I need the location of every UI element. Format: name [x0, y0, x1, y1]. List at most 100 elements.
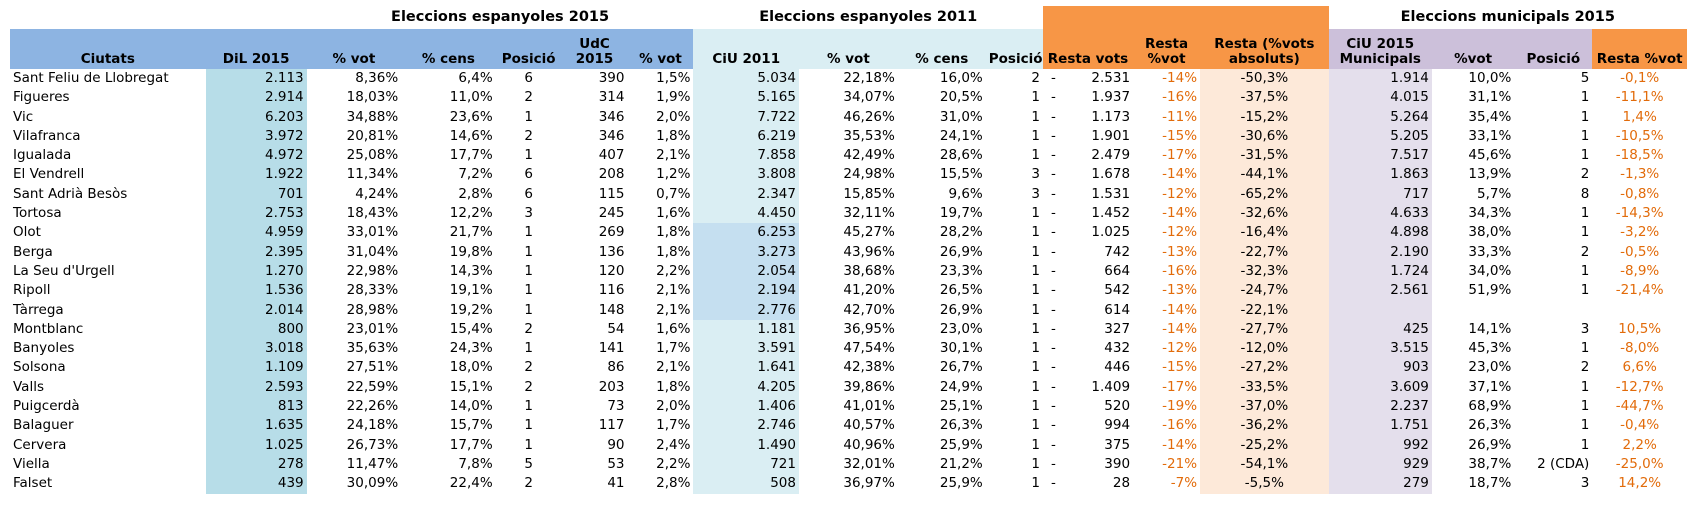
resta-vots: 520 [1104, 398, 1131, 415]
dil-pct-cens: 7,8% [458, 455, 493, 472]
ciu2011-pct-cens: 28,6% [939, 147, 983, 164]
resta-sign: - [1050, 301, 1056, 318]
dil-position: 2 [524, 359, 533, 376]
resta-pct-vot: -15% [1162, 359, 1198, 376]
resta-sign: - [1050, 70, 1056, 86]
udc-pct-vot: 1,8% [656, 378, 691, 395]
ciu2011-votes: 7.722 [693, 107, 799, 127]
dil-position: 1 [524, 340, 533, 357]
mun-resta: -0,5% [1620, 243, 1660, 260]
mun-votes: 5.264 [1328, 107, 1432, 127]
ciu2011-position: 1 [1031, 455, 1040, 472]
mun-position: 5 [1580, 70, 1590, 86]
mun-position: 3 [1580, 320, 1590, 337]
udc-votes: 314 [598, 89, 625, 106]
city-name: Vilafranca [13, 127, 81, 144]
mun-position: 1 [1580, 147, 1590, 164]
ciu2011-position: 1 [1031, 282, 1040, 299]
ciu2011-votes: 5.034 [693, 69, 799, 89]
dil-position: 5 [524, 455, 533, 472]
ciu2011-pct-vot: 41,20% [843, 282, 895, 299]
udc-votes: 73 [607, 398, 625, 415]
column-header-row: Ciutats DiL 2015 % vot % cens Posició Ud… [10, 29, 1687, 69]
resta-pct-vot: -19% [1162, 398, 1198, 415]
dil-votes: 701 [205, 184, 307, 205]
dil-votes: 1.270 [205, 261, 307, 282]
mun-votes: 903 [1328, 358, 1432, 378]
ciu2011-position: 1 [1031, 224, 1040, 241]
city-name: Sant Feliu de Llobregat [13, 70, 169, 86]
resta-vots: 2.531 [1091, 70, 1131, 86]
city-name: Olot [13, 224, 41, 241]
mun-resta: -14,3% [1615, 205, 1664, 222]
dil-position: 6 [524, 185, 533, 202]
mun-resta [1592, 301, 1687, 320]
header-pvot4: %vot [1431, 29, 1515, 69]
udc-votes: 148 [598, 301, 625, 318]
ciu2011-pct-vot: 22,18% [843, 70, 895, 86]
udc-votes: 120 [598, 262, 625, 279]
mun-position: 1 [1580, 127, 1590, 144]
udc-votes: 203 [598, 378, 625, 395]
mun-pct-vot: 38,0% [1468, 224, 1512, 241]
udc-votes: 53 [607, 455, 625, 472]
mun-votes: 2.190 [1328, 242, 1432, 262]
mun-votes: 3.515 [1328, 339, 1432, 359]
resta-vots: 1.452 [1091, 205, 1131, 222]
ciu2011-pct-vot: 47,54% [843, 340, 895, 357]
ciu2011-pct-vot: 32,11% [843, 205, 895, 222]
dil-position: 1 [524, 224, 533, 241]
table-row: Balaguer 1.635 24,18% 15,7% 1 117 1,7% 2.746 40,… [10, 416, 1687, 436]
dil-position: 1 [524, 282, 533, 299]
mun-resta: 14,2% [1618, 475, 1662, 492]
ciu2011-pct-vot: 32,01% [843, 455, 895, 472]
mun-pct-vot: 34,3% [1468, 205, 1512, 222]
udc-votes: 54 [607, 320, 625, 337]
ciu2011-pct-vot: 42,49% [843, 147, 895, 164]
ciu2011-pct-vot: 45,27% [843, 224, 895, 241]
resta-vots: 432 [1104, 340, 1131, 357]
resta-vots: 1.025 [1091, 224, 1131, 241]
ciu2011-votes: 3.273 [693, 242, 799, 262]
mun-resta: -3,2% [1620, 224, 1660, 241]
mun-position: 2 (CDA) [1537, 455, 1590, 472]
dil-pct-cens: 21,7% [449, 224, 493, 241]
header-ciu2011: CiU 2011 [693, 29, 799, 69]
mun-votes: 1.724 [1328, 261, 1432, 282]
mun-position: 1 [1580, 205, 1590, 222]
city-name: Viella [13, 455, 50, 472]
udc-pct-vot: 0,7% [656, 185, 691, 202]
table-row: Viella 278 11,47% 7,8% 5 53 2,2% 721 32,01% 21,2%… [10, 454, 1687, 475]
udc-pct-vot: 1,7% [656, 417, 691, 434]
resta-pct-vot: -7% [1170, 475, 1198, 492]
ciu2011-position: 3 [1031, 185, 1040, 202]
dil-position: 1 [524, 436, 533, 453]
table-row: Vic 6.203 34,88% 23,6% 1 346 2,0% 7.722 46,26% 31… [10, 107, 1687, 127]
dil-pct-cens: 15,1% [449, 378, 493, 395]
city-name: Tàrrega [13, 301, 64, 318]
dil-pct-cens: 14,0% [449, 398, 493, 415]
header-posicio3: Posició [1514, 29, 1593, 69]
mun-resta: 1,4% [1622, 108, 1657, 125]
mun-position: 1 [1580, 262, 1590, 279]
mun-position: 1 [1580, 224, 1590, 241]
header-pcens1: % cens [401, 29, 496, 69]
ciu2011-pct-vot: 34,07% [843, 89, 895, 106]
dil-votes: 800 [205, 319, 307, 340]
dil-position: 1 [524, 262, 533, 279]
dil-pct-vot: 24,18% [346, 417, 399, 434]
city-name: Cervera [13, 436, 67, 453]
resta-abs: -30,6% [1200, 126, 1329, 147]
ciu2011-pct-vot: 42,38% [843, 359, 895, 376]
mun-votes: 2.561 [1328, 281, 1432, 301]
dil-position: 1 [524, 301, 533, 318]
ciu2011-pct-cens: 9,6% [948, 185, 983, 202]
dil-votes: 2.113 [205, 69, 307, 89]
mun-position: 1 [1580, 282, 1590, 299]
udc-votes: 269 [598, 224, 625, 241]
udc-votes: 136 [598, 243, 625, 260]
dil-position: 1 [524, 417, 533, 434]
resta-pct-vot: -16% [1162, 262, 1198, 279]
ciu2011-pct-cens: 19,7% [939, 205, 983, 222]
mun-resta: -44,7% [1615, 398, 1664, 415]
